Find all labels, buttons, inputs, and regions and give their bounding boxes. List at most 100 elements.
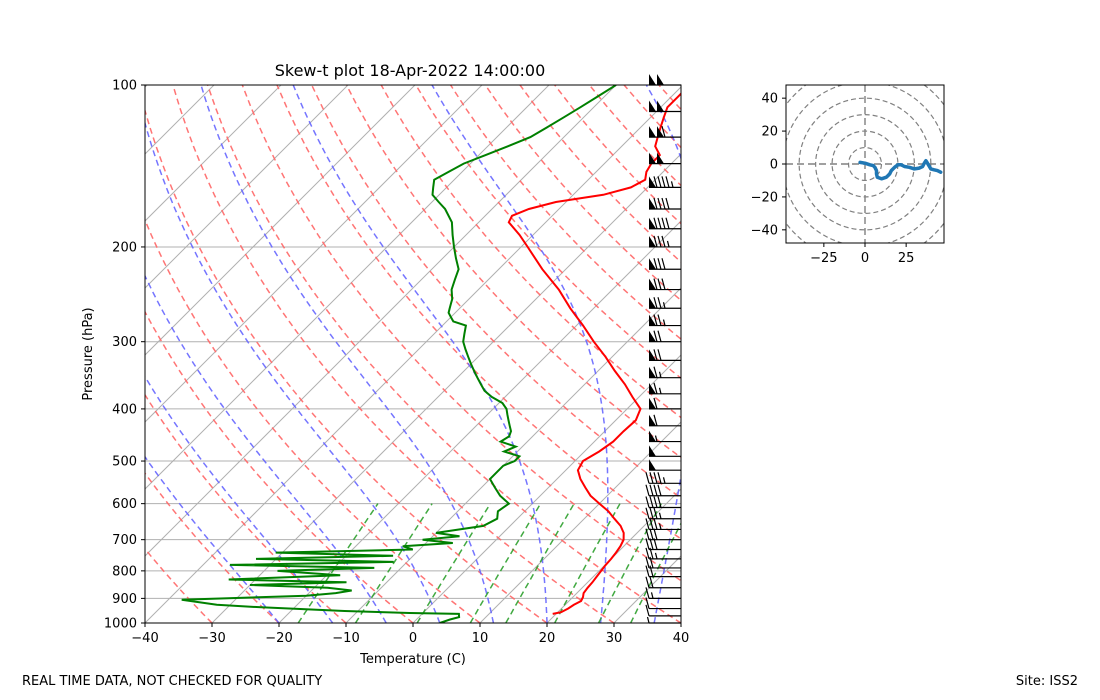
wind-barb-full xyxy=(653,258,658,270)
mixing-ratio-line xyxy=(297,503,379,623)
wind-barb xyxy=(645,528,681,541)
wind-barb-flag xyxy=(649,176,656,188)
wind-barb-full xyxy=(649,576,654,588)
wind-barb-full xyxy=(657,235,662,248)
wind-barb-full xyxy=(649,496,654,508)
dry-adiabat-line xyxy=(172,85,615,623)
wind-barb-flag xyxy=(649,126,656,138)
isotherm-line xyxy=(145,85,215,155)
hodograph-body xyxy=(786,85,944,243)
hodograph-x-tick-label: 25 xyxy=(898,251,915,266)
wind-barb-half xyxy=(646,616,650,624)
wind-barb-half xyxy=(662,319,666,326)
mixing-ratio-line xyxy=(469,503,542,623)
dry-adiabat-line xyxy=(145,310,414,623)
wind-barb-full xyxy=(645,547,650,560)
wind-barb-flag xyxy=(657,152,664,164)
skew-t-profiles xyxy=(181,85,681,623)
wind-barb-full xyxy=(661,176,666,188)
hodograph-x-tick-label: 0 xyxy=(861,251,869,266)
wind-barb-flag xyxy=(649,297,656,309)
wind-barbs xyxy=(645,74,681,624)
wind-barb xyxy=(645,576,681,589)
wind-barb-flag xyxy=(649,459,656,471)
wind-barb-flag xyxy=(649,197,656,209)
wind-barb-full xyxy=(653,538,658,550)
wind-barb-full xyxy=(661,278,666,290)
x-tick-label: 0 xyxy=(409,631,417,646)
wind-barb-full xyxy=(653,518,658,530)
wind-barb xyxy=(649,100,681,113)
dry-adiabat-line xyxy=(484,85,681,302)
dry-adiabat-line xyxy=(554,85,681,225)
isotherm-line xyxy=(345,287,681,623)
wind-barb-full xyxy=(657,258,662,270)
wind-barb-full xyxy=(645,528,650,540)
y-tick-label: 1000 xyxy=(104,617,137,632)
hodograph-x-tick-label: −25 xyxy=(810,251,837,266)
moist-adiabat-line xyxy=(145,274,387,623)
wind-barb-flag xyxy=(649,74,656,85)
wind-barb-full xyxy=(649,472,654,484)
x-tick-label: 20 xyxy=(539,631,556,646)
dry-adiabat-line xyxy=(145,393,347,623)
wind-barb-half xyxy=(662,302,666,309)
wind-barb xyxy=(649,235,681,248)
moist-adiabat-line xyxy=(292,85,548,623)
isotherm-line xyxy=(613,555,681,623)
wind-barb-full xyxy=(645,472,650,484)
x-tick-label: −20 xyxy=(265,631,292,646)
wind-barb-full xyxy=(653,235,658,248)
wind-barb-flag xyxy=(649,414,656,426)
wind-barb-full xyxy=(657,197,662,210)
wind-barb xyxy=(649,125,681,138)
y-tick-label: 900 xyxy=(112,592,137,607)
isotherm-line xyxy=(145,85,483,423)
dry-adiabat-line xyxy=(145,108,548,623)
wind-barb-full xyxy=(657,472,662,484)
isotherm-line xyxy=(680,622,681,623)
hodograph-y-tick-label: 40 xyxy=(761,92,778,107)
hodograph-y-tick-label: 0 xyxy=(770,158,778,173)
wind-barb-full xyxy=(653,528,658,540)
isotherm-line xyxy=(145,85,282,222)
wind-barb-full xyxy=(649,538,654,550)
wind-barb xyxy=(649,397,681,410)
wind-barb-full xyxy=(653,507,658,519)
wind-barb-half xyxy=(658,523,662,530)
wind-barb-full xyxy=(653,197,658,210)
dry-adiabat-line xyxy=(658,85,681,111)
wind-barb-full xyxy=(653,366,658,378)
wind-barb-half xyxy=(670,181,674,188)
wind-barb xyxy=(649,278,681,291)
quality-disclaimer: REAL TIME DATA, NOT CHECKED FOR QUALITY xyxy=(22,674,323,689)
wind-barb-flag xyxy=(657,126,664,138)
wind-barb xyxy=(645,587,681,599)
dry-adiabat-line xyxy=(763,85,1100,623)
dewpoint-profile xyxy=(181,85,617,623)
wind-barb-full xyxy=(661,217,666,229)
mixing-ratio-line xyxy=(354,503,433,623)
wind-barb-full xyxy=(653,496,658,508)
isotherm-line xyxy=(145,85,617,557)
wind-barb-full xyxy=(653,217,658,229)
wind-barb-flag xyxy=(649,217,656,229)
wind-barb-full xyxy=(653,176,658,188)
wind-barb-flag xyxy=(649,278,656,290)
isotherm-line xyxy=(145,86,681,623)
moist-adiabat-line xyxy=(200,85,495,623)
y-tick-label: 100 xyxy=(112,79,137,94)
wind-barb-full xyxy=(649,484,654,496)
wind-barb xyxy=(649,74,681,86)
wind-barb-half xyxy=(654,552,658,560)
wind-barb-full xyxy=(645,507,650,519)
wind-barb-half xyxy=(666,240,670,248)
x-tick-label: 10 xyxy=(472,631,489,646)
wind-barb-full xyxy=(657,217,662,229)
isotherm-line xyxy=(211,153,681,623)
isotherm-line xyxy=(412,354,681,623)
hodograph-y-tick-label: −20 xyxy=(751,190,778,205)
wind-barb-full xyxy=(657,496,662,508)
wind-barb-full xyxy=(661,258,666,270)
hodograph-ring xyxy=(815,114,915,214)
